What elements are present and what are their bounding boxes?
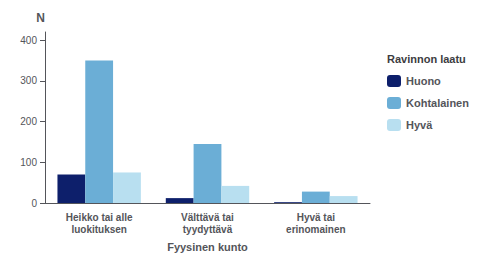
svg-text:Heikko tai alle: Heikko tai alle	[66, 212, 133, 223]
svg-text:N: N	[36, 11, 45, 25]
svg-text:300: 300	[20, 75, 37, 86]
svg-text:Hyvä: Hyvä	[406, 119, 433, 131]
svg-text:erinomainen: erinomainen	[286, 224, 345, 235]
svg-text:Huono: Huono	[406, 75, 441, 87]
svg-text:0: 0	[31, 198, 37, 209]
svg-text:100: 100	[20, 157, 37, 168]
svg-text:tyydyttävä: tyydyttävä	[183, 224, 233, 235]
svg-text:Kohtalainen: Kohtalainen	[406, 97, 469, 109]
svg-text:luokituksen: luokituksen	[71, 224, 127, 235]
svg-text:400: 400	[20, 35, 37, 46]
svg-text:Ravinnon laatu: Ravinnon laatu	[387, 53, 466, 65]
svg-text:Fyysinen kunto: Fyysinen kunto	[167, 241, 248, 253]
svg-text:Välttävä tai: Välttävä tai	[181, 212, 234, 223]
svg-text:200: 200	[20, 116, 37, 127]
svg-text:Hyvä tai: Hyvä tai	[297, 212, 336, 223]
